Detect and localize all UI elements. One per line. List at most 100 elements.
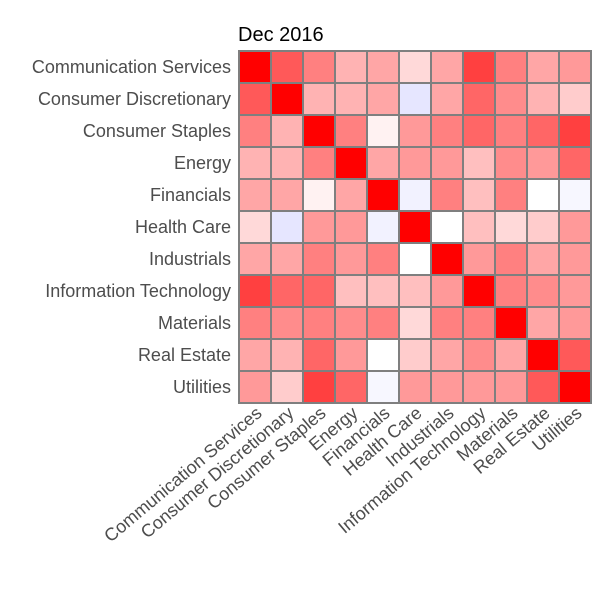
heatmap-cell	[302, 338, 336, 372]
y-axis-label: Utilities	[173, 377, 231, 397]
heatmap-cell	[398, 242, 432, 276]
heatmap-cell	[494, 114, 528, 148]
heatmap-cell	[494, 210, 528, 244]
heatmap-cell	[238, 146, 272, 180]
heatmap-cell	[398, 178, 432, 212]
heatmap-cell	[366, 242, 400, 276]
heatmap-cell	[494, 242, 528, 276]
heatmap-cell	[494, 82, 528, 116]
heatmap-cell	[526, 242, 560, 276]
heatmap-cell	[238, 50, 272, 84]
heatmap-cell	[270, 242, 304, 276]
heatmap-cell	[302, 370, 336, 404]
y-axis-label: Communication Services	[32, 57, 231, 77]
heatmap-cell	[494, 370, 528, 404]
heatmap-cell	[558, 370, 592, 404]
heatmap-cell	[558, 210, 592, 244]
y-axis-label: Energy	[174, 153, 231, 173]
heatmap-cell	[366, 178, 400, 212]
heatmap-cell	[238, 338, 272, 372]
heatmap-cell	[398, 82, 432, 116]
heatmap-cell	[238, 274, 272, 308]
heatmap-cell	[430, 306, 464, 340]
y-axis-labels: Communication Services Consumer Discretio…	[32, 57, 231, 397]
heatmap-cell	[334, 370, 368, 404]
heatmap-cell	[462, 370, 496, 404]
heatmap-cell	[462, 50, 496, 84]
heatmap-cell	[430, 50, 464, 84]
heatmap-cell	[494, 50, 528, 84]
y-axis-label: Consumer Discretionary	[38, 89, 231, 109]
heatmap-cell	[366, 210, 400, 244]
heatmap-cell	[430, 178, 464, 212]
heatmap-cell	[366, 50, 400, 84]
heatmap-cell	[526, 338, 560, 372]
y-axis-label: Health Care	[135, 217, 231, 237]
heatmap-cell	[558, 50, 592, 84]
y-axis-label: Consumer Staples	[83, 121, 231, 141]
heatmap-cell	[526, 50, 560, 84]
heatmap-cell	[462, 210, 496, 244]
heatmap-cell	[334, 210, 368, 244]
heatmap-cell	[270, 114, 304, 148]
heatmap-cell	[462, 178, 496, 212]
heatmap-cell	[462, 306, 496, 340]
heatmap-cell	[366, 114, 400, 148]
heatmap-cell	[430, 338, 464, 372]
heatmap-cell	[558, 306, 592, 340]
heatmap-cell	[398, 338, 432, 372]
heatmap-cell	[430, 370, 464, 404]
heatmap-cell	[398, 210, 432, 244]
y-axis-label: Financials	[150, 185, 231, 205]
heatmap-cell	[398, 370, 432, 404]
y-axis-label: Materials	[158, 313, 231, 333]
heatmap-cell	[334, 242, 368, 276]
heatmap-cell	[238, 114, 272, 148]
heatmap-cell	[366, 338, 400, 372]
heatmap-cell	[270, 146, 304, 180]
heatmap-cell	[494, 178, 528, 212]
heatmap-cell	[238, 370, 272, 404]
heatmap-cell	[334, 306, 368, 340]
heatmap-cell	[238, 82, 272, 116]
heatmap-cell	[334, 178, 368, 212]
heatmap-cell	[238, 306, 272, 340]
heatmap-cell	[398, 274, 432, 308]
heatmap-cell	[462, 242, 496, 276]
heatmap-cell	[302, 114, 336, 148]
heatmap-cell	[430, 82, 464, 116]
heatmap-cell	[302, 146, 336, 180]
heatmap-cell	[526, 146, 560, 180]
heatmap-cell	[366, 306, 400, 340]
heatmap-cell	[270, 210, 304, 244]
heatmap-cell	[302, 82, 336, 116]
heatmap-cell	[398, 306, 432, 340]
heatmap-cell	[494, 338, 528, 372]
heatmap-cell	[302, 178, 336, 212]
heatmap-cell	[526, 210, 560, 244]
heatmap-cell	[462, 82, 496, 116]
heatmap-cell	[430, 146, 464, 180]
heatmap-cell	[302, 210, 336, 244]
heatmap-cell	[558, 242, 592, 276]
chart-title: Dec 2016	[238, 24, 324, 46]
heatmap-cell	[526, 306, 560, 340]
heatmap-cell	[270, 82, 304, 116]
heatmap-cell	[558, 338, 592, 372]
heatmap-cell	[238, 178, 272, 212]
heatmap-cell	[334, 50, 368, 84]
heatmap-cell	[238, 242, 272, 276]
heatmap-cells	[238, 50, 592, 404]
heatmap-cell	[334, 338, 368, 372]
heatmap-cell	[398, 50, 432, 84]
heatmap-cell	[558, 114, 592, 148]
y-axis-label: Real Estate	[138, 345, 231, 365]
heatmap-cell	[494, 306, 528, 340]
heatmap-cell	[366, 370, 400, 404]
heatmap-cell	[334, 146, 368, 180]
heatmap-cell	[526, 274, 560, 308]
heatmap-cell	[270, 306, 304, 340]
heatmap-cell	[270, 338, 304, 372]
